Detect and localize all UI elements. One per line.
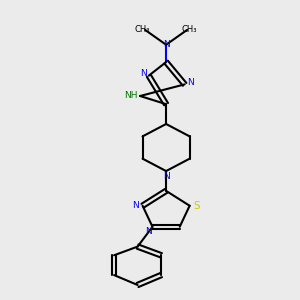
Text: NH: NH	[124, 91, 137, 100]
Text: N: N	[140, 69, 147, 78]
Text: CH₃: CH₃	[182, 26, 197, 34]
Text: N: N	[187, 78, 194, 87]
Text: N: N	[145, 227, 152, 236]
Text: N: N	[132, 201, 139, 210]
Text: S: S	[193, 201, 200, 211]
Text: N: N	[163, 172, 170, 181]
Text: N: N	[163, 40, 170, 49]
Text: CH₃: CH₃	[135, 26, 150, 34]
